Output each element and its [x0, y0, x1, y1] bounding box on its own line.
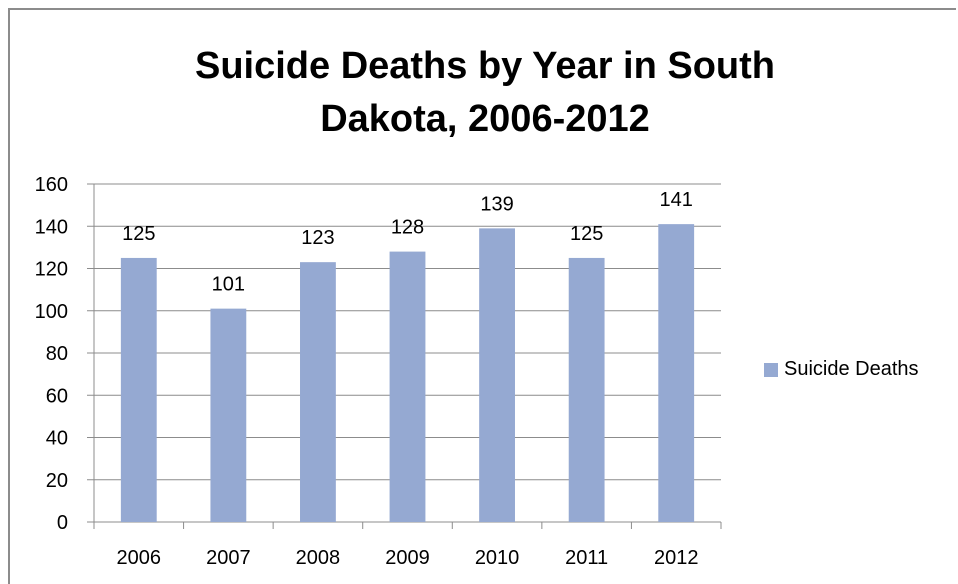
x-tick-label: 2008 — [296, 547, 341, 569]
x-tick-label: 2006 — [117, 547, 162, 569]
y-tick-label: 20 — [46, 470, 68, 492]
y-tick-label: 140 — [35, 216, 68, 238]
x-tick-label: 2011 — [565, 547, 608, 569]
bar — [568, 257, 605, 522]
legend-label: Suicide Deaths — [784, 358, 919, 380]
chart-title: Suicide Deaths by Year in South Dakota, … — [0, 40, 958, 146]
bar — [658, 224, 695, 522]
chart-title-line-2: Dakota, 2006-2012 — [320, 98, 650, 141]
data-label: 139 — [480, 193, 513, 215]
bar — [210, 308, 247, 522]
y-tick-label: 160 — [35, 174, 68, 196]
y-tick-label: 80 — [46, 343, 68, 365]
y-tick-label: 100 — [35, 301, 68, 323]
legend-swatch — [764, 362, 778, 377]
y-tick-label: 120 — [35, 259, 68, 281]
x-tick-label: 2009 — [385, 547, 430, 569]
data-label: 141 — [660, 189, 693, 211]
data-label: 128 — [391, 217, 424, 239]
y-tick-label: 0 — [57, 512, 68, 534]
data-label: 101 — [212, 274, 245, 296]
y-tick-label: 40 — [46, 428, 68, 450]
bar — [300, 262, 336, 522]
legend: Suicide Deaths — [764, 358, 919, 381]
bar — [389, 251, 426, 522]
x-tick-label: 2010 — [475, 547, 520, 569]
chart-title-line-1: Suicide Deaths by Year in South — [194, 45, 776, 87]
data-label: 125 — [570, 223, 603, 245]
y-tick-label: 60 — [46, 385, 68, 407]
bar — [479, 228, 515, 523]
x-tick-label: 2012 — [654, 547, 699, 569]
x-tick-label: 2007 — [206, 547, 251, 569]
bar — [120, 257, 157, 522]
data-label: 123 — [301, 227, 334, 249]
data-label: 125 — [122, 223, 155, 245]
